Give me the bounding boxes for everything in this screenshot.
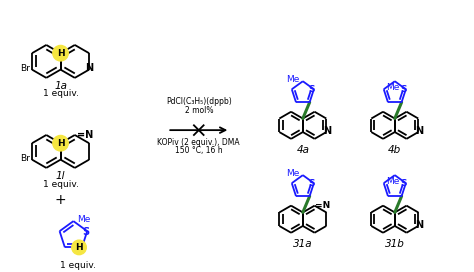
Text: S: S xyxy=(309,179,315,188)
Text: Me: Me xyxy=(386,83,399,92)
Text: =N: =N xyxy=(315,201,330,210)
Text: N: N xyxy=(85,63,93,73)
Text: 1 equiv.: 1 equiv. xyxy=(43,180,79,188)
Text: S: S xyxy=(401,179,407,188)
Text: Me: Me xyxy=(287,169,300,178)
Text: 1a: 1a xyxy=(54,81,67,91)
Text: 1l: 1l xyxy=(56,171,65,181)
Text: Br: Br xyxy=(20,154,30,163)
Text: KOPiv (2 equiv.), DMA: KOPiv (2 equiv.), DMA xyxy=(157,138,240,147)
Text: 31a: 31a xyxy=(293,239,313,249)
Text: S: S xyxy=(401,85,407,94)
Text: N: N xyxy=(415,220,423,230)
Circle shape xyxy=(53,45,68,61)
Text: +: + xyxy=(55,193,66,207)
Text: 150 °C, 16 h: 150 °C, 16 h xyxy=(175,146,223,154)
Text: =N: =N xyxy=(77,130,93,140)
Text: 2 mol%: 2 mol% xyxy=(184,106,213,115)
Text: H: H xyxy=(57,49,64,58)
Text: Me: Me xyxy=(386,177,399,186)
Text: H: H xyxy=(75,243,83,252)
Text: 1 equiv.: 1 equiv. xyxy=(60,261,96,270)
Text: PdCl(C₃H₅)(dppb): PdCl(C₃H₅)(dppb) xyxy=(166,97,232,106)
Text: H: H xyxy=(57,139,64,148)
Text: Br: Br xyxy=(20,64,30,73)
Text: Me: Me xyxy=(287,75,300,84)
Text: S: S xyxy=(309,85,315,94)
Text: 31b: 31b xyxy=(385,239,405,249)
Text: N: N xyxy=(415,126,423,136)
Text: 1 equiv.: 1 equiv. xyxy=(43,89,79,98)
Text: N: N xyxy=(323,126,331,136)
Text: 4b: 4b xyxy=(388,145,401,155)
Text: S: S xyxy=(82,227,90,237)
Circle shape xyxy=(72,240,86,255)
Circle shape xyxy=(53,135,68,151)
Text: 4a: 4a xyxy=(296,145,310,155)
Text: Me: Me xyxy=(77,215,91,224)
